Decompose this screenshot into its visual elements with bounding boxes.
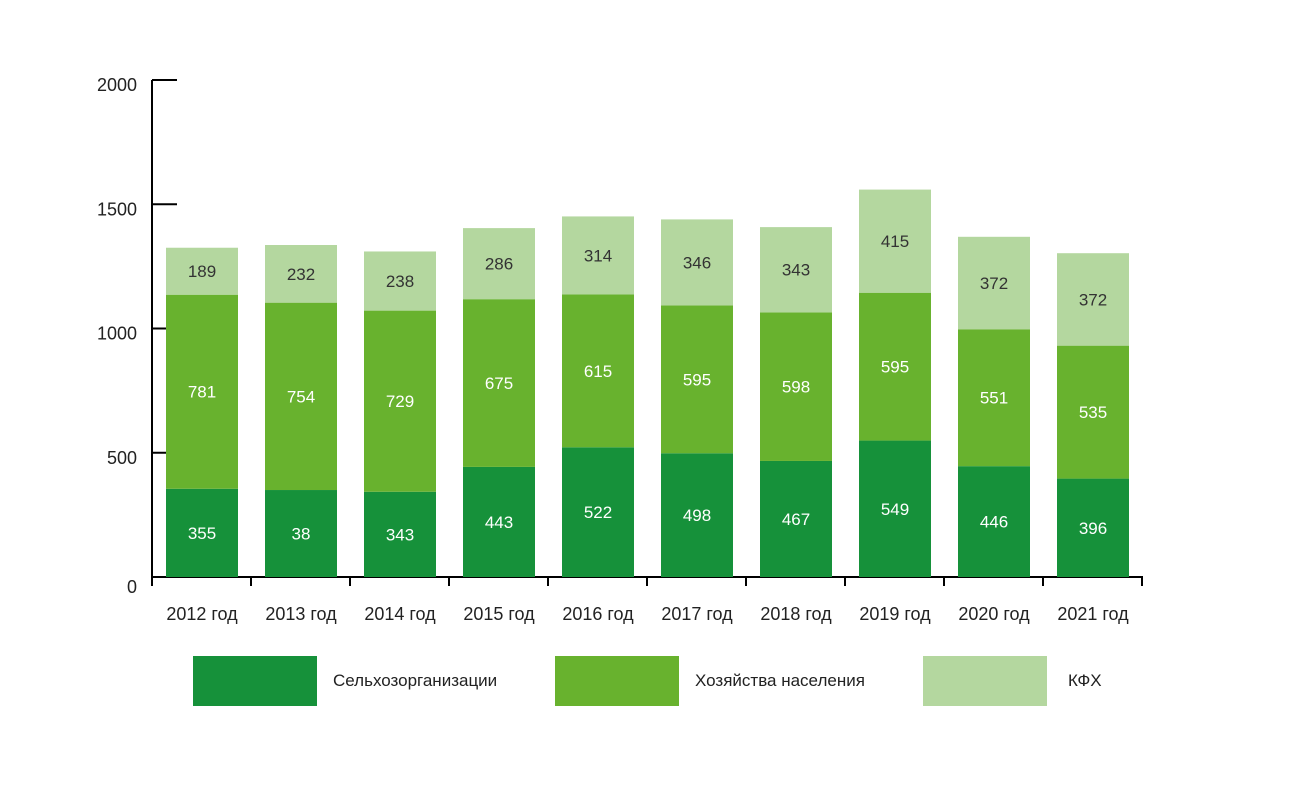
data-label: 598 xyxy=(782,378,810,397)
x-axis: 2012 год 2013 год 2014 год 2015 год 2016 год… xyxy=(151,576,1143,624)
bar-segment xyxy=(463,228,535,300)
data-label: 415 xyxy=(881,232,909,251)
bar-segment xyxy=(463,299,535,467)
legend: Сельхозорганизации Хозяйства населения КФХ xyxy=(193,656,1102,706)
bar-segment xyxy=(958,329,1030,467)
x-category-label: 2012 год xyxy=(166,604,238,624)
bar-segment xyxy=(760,460,832,577)
bar-segment xyxy=(760,227,832,313)
bars-group xyxy=(166,189,1129,577)
data-label: 549 xyxy=(881,500,909,519)
data-label: 238 xyxy=(386,272,414,291)
y-tick-label: 2000 xyxy=(97,75,137,95)
data-label: 286 xyxy=(485,255,513,274)
legend-label: КФХ xyxy=(1068,671,1102,690)
bar-segment xyxy=(463,466,535,577)
data-label: 355 xyxy=(188,524,216,543)
bar-segment xyxy=(166,488,238,577)
data-label: 443 xyxy=(485,513,513,532)
bar-segment xyxy=(562,447,634,577)
bar-segment xyxy=(661,219,733,306)
bar-segment xyxy=(661,305,733,454)
bar-segment xyxy=(859,440,931,577)
data-label: 396 xyxy=(1079,519,1107,538)
bar-segment xyxy=(166,294,238,489)
data-label: 343 xyxy=(782,261,810,280)
data-label: 781 xyxy=(188,383,216,402)
legend-label: Сельхозорганизации xyxy=(333,671,497,690)
bar-segment xyxy=(661,453,733,577)
bar-segment xyxy=(859,189,931,293)
bar-segment xyxy=(562,294,634,448)
bar-segment xyxy=(265,302,337,491)
x-category-label: 2019 год xyxy=(859,604,931,624)
y-tick-label: 500 xyxy=(107,448,137,468)
data-label: 535 xyxy=(1079,403,1107,422)
bar-segment xyxy=(958,466,1030,577)
bar-segment xyxy=(958,236,1030,330)
data-label: 615 xyxy=(584,362,612,381)
data-label: 675 xyxy=(485,374,513,393)
data-label: 551 xyxy=(980,389,1008,408)
data-label: 595 xyxy=(683,370,711,389)
x-category-label: 2014 год xyxy=(364,604,436,624)
bar-segment xyxy=(364,251,436,311)
legend-label: Хозяйства населения xyxy=(695,671,865,690)
data-label: 729 xyxy=(386,392,414,411)
bar-segment xyxy=(1057,253,1129,346)
x-category-label: 2015 год xyxy=(463,604,535,624)
x-category-label: 2020 год xyxy=(958,604,1030,624)
y-tick-label: 1500 xyxy=(97,199,137,219)
y-axis: 0 500 1000 1500 2000 xyxy=(97,75,177,597)
x-category-label: 2016 год xyxy=(562,604,634,624)
data-label: 372 xyxy=(980,274,1008,293)
bar-segment xyxy=(265,245,337,303)
data-label: 232 xyxy=(287,265,315,284)
bar-segment xyxy=(1057,478,1129,577)
bar-segment xyxy=(166,247,238,295)
data-label: 522 xyxy=(584,503,612,522)
data-label: 346 xyxy=(683,253,711,272)
data-label: 38 xyxy=(292,525,311,544)
legend-swatch xyxy=(555,656,679,706)
data-label: 372 xyxy=(1079,290,1107,309)
x-category-label: 2017 год xyxy=(661,604,733,624)
bar-segment xyxy=(760,312,832,461)
bar-segment xyxy=(859,292,931,441)
data-label: 446 xyxy=(980,513,1008,532)
data-label: 595 xyxy=(881,358,909,377)
x-category-label: 2021 год xyxy=(1057,604,1129,624)
legend-swatch xyxy=(923,656,1047,706)
bar-segment xyxy=(562,216,634,295)
data-label: 467 xyxy=(782,510,810,529)
x-category-label: 2018 год xyxy=(760,604,832,624)
x-category-label: 2013 год xyxy=(265,604,337,624)
legend-swatch xyxy=(193,656,317,706)
data-label: 314 xyxy=(584,246,612,265)
bar-segment xyxy=(364,491,436,577)
data-label: 754 xyxy=(287,387,315,406)
y-tick-label: 0 xyxy=(127,577,137,597)
data-label: 498 xyxy=(683,506,711,525)
value-labels-group: 355 781 189 38 754 232 343 729 238 443 675 286 522 61… xyxy=(188,232,1107,544)
data-label: 343 xyxy=(386,525,414,544)
data-label: 189 xyxy=(188,262,216,281)
bar-segment xyxy=(364,310,436,492)
bar-segment xyxy=(265,490,337,577)
bar-segment xyxy=(1057,345,1129,479)
y-tick-label: 1000 xyxy=(97,324,137,344)
